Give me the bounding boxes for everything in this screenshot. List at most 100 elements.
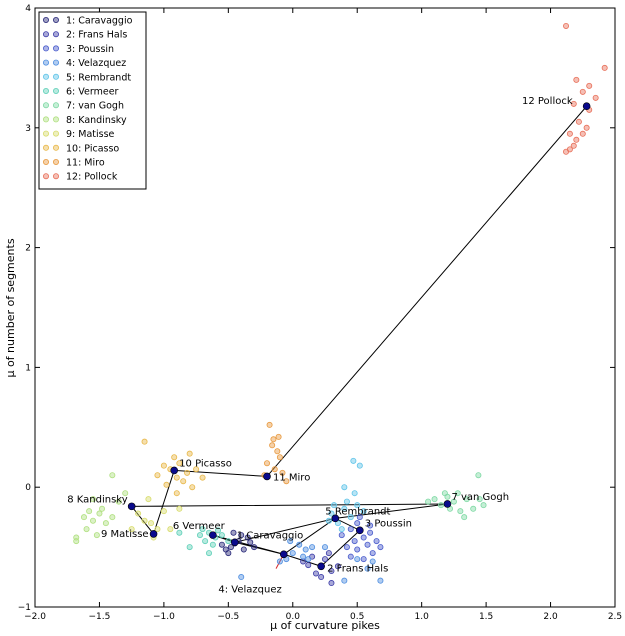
scatter-point xyxy=(563,22,570,29)
scatter-point xyxy=(205,550,212,557)
centroid-label: 8 Kandinsky xyxy=(67,494,127,505)
scatter-point xyxy=(579,130,586,137)
scatter-point xyxy=(354,546,361,553)
scatter-point xyxy=(186,544,193,551)
legend-marker xyxy=(43,45,50,52)
scatter-point xyxy=(160,508,167,515)
centroid-marker xyxy=(209,531,217,539)
scatter-point xyxy=(218,541,225,548)
legend-marker xyxy=(43,116,50,123)
y-tick-label: 4 xyxy=(25,4,31,14)
legend-marker xyxy=(43,16,50,23)
scatter-point xyxy=(302,546,309,553)
legend-marker xyxy=(43,88,50,95)
scatter-point xyxy=(176,460,183,467)
scatter-point xyxy=(579,88,586,95)
scatter-point xyxy=(238,574,245,581)
scatter-point xyxy=(83,526,90,533)
scatter-point xyxy=(227,544,234,551)
scatter-point xyxy=(350,457,357,464)
scatter-point xyxy=(592,94,599,101)
scatter-point xyxy=(305,556,312,563)
scatter-point xyxy=(475,472,482,479)
scatter-point xyxy=(328,580,335,587)
scatter-point xyxy=(147,520,154,527)
scatter-point xyxy=(351,538,358,545)
scatter-point xyxy=(163,481,170,488)
legend-marker xyxy=(53,31,60,38)
x-tick-label: 2.5 xyxy=(608,612,622,622)
scatter-point xyxy=(367,529,374,536)
scatter-point xyxy=(122,490,129,497)
scatter-point xyxy=(373,538,380,545)
legend-marker xyxy=(43,144,50,151)
y-tick-label: 1 xyxy=(25,363,31,373)
scatter-point xyxy=(450,498,457,505)
centroid-label: 11 Miro xyxy=(273,472,310,483)
scatter-point xyxy=(276,454,283,461)
scatter-point xyxy=(193,466,200,473)
centroid-marker xyxy=(149,530,158,538)
scatter-point xyxy=(441,490,448,497)
centroid-labels: 1 Caravaggio 2 Frans Hals 3 Poussin 4: Vela… xyxy=(67,96,573,595)
x-tick-label: 1.5 xyxy=(479,612,493,622)
centroid-label: 2 Frans Hals xyxy=(327,563,388,574)
x-tick-label: 0.5 xyxy=(350,612,364,622)
centroid-marker xyxy=(317,562,325,571)
scatter-point xyxy=(90,517,97,524)
scatter-point xyxy=(309,544,316,551)
x-tick-label: 2.0 xyxy=(543,612,558,622)
scatter-point xyxy=(480,502,487,509)
x-tick-label: −1.0 xyxy=(153,612,175,622)
y-tick-label: 2 xyxy=(25,244,31,254)
scatter-point xyxy=(300,558,307,565)
scatter-point xyxy=(454,490,461,497)
legend-marker xyxy=(53,45,60,52)
centroid-marker xyxy=(355,526,364,535)
scatter-point xyxy=(176,505,183,512)
axis-ticks: −2.0 −1.5 −1.0 −0.5 0.0 0.5 1.0 1.5 2.0 2.5 −1 0 1 2 3… xyxy=(18,4,622,622)
centroid-label: 9 Matisse xyxy=(101,529,149,540)
scatter-point xyxy=(341,505,348,512)
scatter-point xyxy=(189,484,196,491)
legend-label: 5: Rembrandt xyxy=(66,72,131,83)
y-tick-label: −1 xyxy=(18,603,31,613)
scatter-point xyxy=(360,534,367,541)
scatter-point xyxy=(328,510,335,517)
legend-marker xyxy=(43,73,50,80)
scatter-point xyxy=(173,490,180,497)
scatter-point xyxy=(271,466,278,473)
scatter-point xyxy=(171,454,178,461)
scatter-point xyxy=(93,532,100,539)
scatter-point xyxy=(230,529,237,536)
scatter-point xyxy=(377,577,384,584)
scatter-point xyxy=(354,556,361,563)
legend-label: 9: Matisse xyxy=(66,129,115,140)
scatter-point xyxy=(141,438,148,445)
legend-marker xyxy=(53,102,60,109)
scatter-point xyxy=(356,514,363,521)
scatter-point xyxy=(145,496,152,503)
scatter-point xyxy=(240,546,247,553)
scatter-point xyxy=(184,469,191,476)
scatter-point xyxy=(583,124,590,131)
centroid-marker xyxy=(582,102,591,111)
scatter-point xyxy=(305,562,312,569)
scatter-point xyxy=(343,498,350,505)
scatter-point xyxy=(334,563,341,570)
legend-label: 7: van Gogh xyxy=(66,101,124,112)
legend-marker xyxy=(53,59,60,66)
scatter-point xyxy=(251,544,258,551)
scatter-point xyxy=(96,510,103,517)
centroid-marker xyxy=(127,502,136,511)
centroid-label: 3 Poussin xyxy=(365,518,412,529)
scatter-point xyxy=(356,462,363,469)
scatter-point xyxy=(570,100,577,107)
scatter-point xyxy=(244,534,251,541)
scatter-point xyxy=(570,142,577,149)
x-tick-label: 0.0 xyxy=(286,612,301,622)
legend-marker xyxy=(53,16,60,23)
legend-marker xyxy=(43,158,50,165)
legend-marker xyxy=(53,116,60,123)
